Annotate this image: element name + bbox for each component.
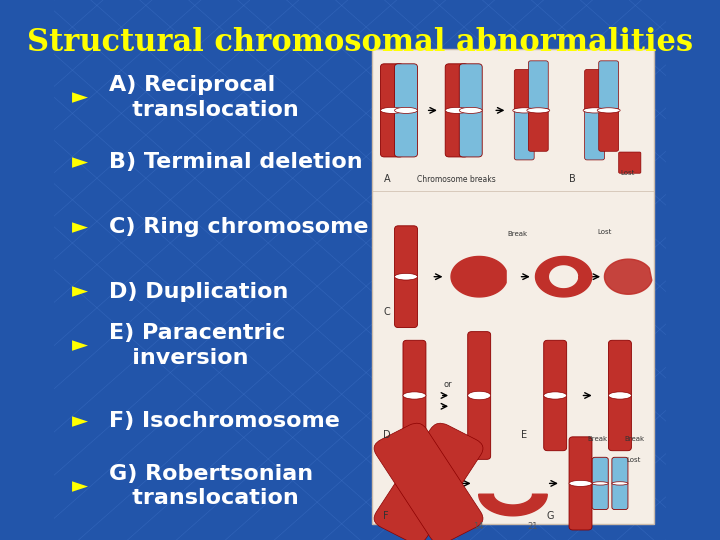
Ellipse shape [395, 273, 418, 280]
Text: D) Duplication: D) Duplication [109, 281, 289, 302]
FancyBboxPatch shape [372, 49, 654, 524]
Polygon shape [605, 259, 652, 294]
Text: F) Isochromosome: F) Isochromosome [109, 411, 340, 431]
Text: F: F [384, 511, 389, 521]
Text: ►: ► [73, 152, 89, 172]
FancyBboxPatch shape [459, 64, 482, 157]
FancyBboxPatch shape [514, 70, 534, 112]
FancyBboxPatch shape [612, 457, 628, 510]
Text: ►: ► [73, 87, 89, 107]
Text: C: C [384, 307, 390, 317]
Text: B) Terminal deletion: B) Terminal deletion [109, 152, 363, 172]
Polygon shape [451, 256, 506, 297]
FancyBboxPatch shape [395, 64, 418, 157]
Text: ►: ► [73, 476, 89, 496]
FancyBboxPatch shape [569, 437, 592, 530]
FancyBboxPatch shape [528, 109, 548, 151]
Text: A: A [384, 174, 390, 184]
Text: or: or [444, 380, 453, 389]
Ellipse shape [608, 392, 631, 399]
FancyBboxPatch shape [403, 340, 426, 451]
FancyBboxPatch shape [528, 61, 548, 112]
FancyBboxPatch shape [374, 423, 483, 540]
FancyBboxPatch shape [380, 64, 403, 157]
Ellipse shape [380, 107, 403, 113]
Text: E: E [521, 430, 528, 440]
Text: ►: ► [73, 281, 89, 302]
Text: C) Ring chromosome: C) Ring chromosome [109, 217, 369, 237]
Ellipse shape [395, 107, 418, 113]
Ellipse shape [597, 108, 620, 113]
Ellipse shape [569, 481, 592, 487]
Text: 14: 14 [474, 522, 484, 531]
Polygon shape [479, 494, 547, 516]
Ellipse shape [544, 392, 567, 399]
Text: A) Reciprocal
   translocation: A) Reciprocal translocation [109, 75, 299, 119]
Text: E) Paracentric
   inversion: E) Paracentric inversion [109, 323, 286, 368]
Text: D: D [384, 430, 391, 440]
FancyBboxPatch shape [514, 109, 534, 160]
Ellipse shape [583, 108, 606, 113]
FancyBboxPatch shape [445, 64, 468, 157]
FancyBboxPatch shape [618, 152, 641, 173]
Text: ►: ► [73, 217, 89, 237]
Text: G) Robertsonian
   translocation: G) Robertsonian translocation [109, 464, 313, 508]
Text: 21: 21 [527, 522, 538, 531]
FancyBboxPatch shape [468, 332, 490, 460]
Text: G: G [546, 511, 554, 521]
FancyBboxPatch shape [374, 423, 483, 540]
Text: Lost: Lost [598, 229, 612, 235]
Polygon shape [536, 256, 592, 297]
Text: B: B [570, 174, 576, 184]
Text: Break: Break [508, 231, 528, 237]
FancyBboxPatch shape [395, 226, 418, 328]
FancyBboxPatch shape [585, 70, 605, 112]
Ellipse shape [403, 392, 426, 399]
Ellipse shape [445, 107, 468, 113]
Text: ►: ► [73, 335, 89, 356]
FancyBboxPatch shape [608, 340, 631, 451]
FancyBboxPatch shape [544, 340, 567, 451]
Text: Chromosome breaks: Chromosome breaks [418, 174, 496, 184]
Ellipse shape [468, 392, 490, 400]
Ellipse shape [513, 108, 536, 113]
Text: Lost: Lost [620, 170, 634, 176]
Ellipse shape [612, 482, 628, 485]
Text: Structural chromosomal abnormalities: Structural chromosomal abnormalities [27, 27, 693, 58]
FancyBboxPatch shape [599, 61, 618, 112]
Ellipse shape [592, 482, 608, 485]
Text: Lost: Lost [627, 457, 642, 463]
Text: ►: ► [73, 411, 89, 431]
FancyBboxPatch shape [585, 109, 605, 160]
Ellipse shape [527, 108, 550, 113]
FancyBboxPatch shape [599, 109, 618, 151]
FancyBboxPatch shape [592, 457, 608, 510]
Ellipse shape [459, 107, 482, 113]
Text: Break: Break [588, 436, 608, 442]
Text: Break: Break [624, 436, 644, 442]
